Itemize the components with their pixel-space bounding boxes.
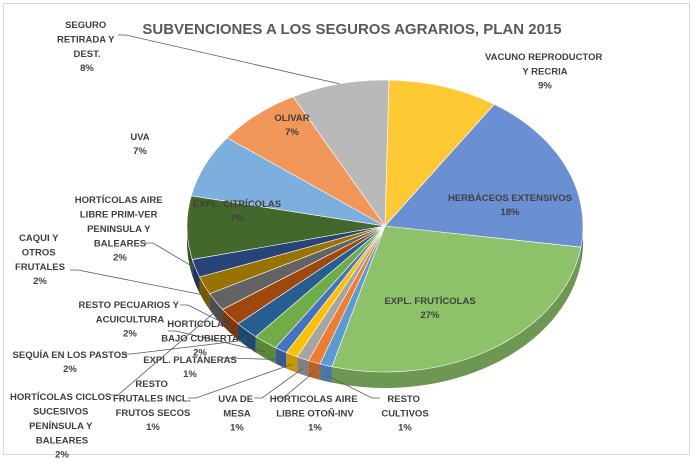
slice-label: EXPL. PLATANERAS <box>143 355 237 366</box>
value-label: 8% <box>80 63 94 74</box>
slice <box>292 79 390 227</box>
leader-line <box>70 269 205 296</box>
slice-side <box>222 309 238 340</box>
value-label: 1% <box>183 369 197 380</box>
value-label: 18% <box>500 207 520 218</box>
slice-label: HORTÍCOLAS CICLOS SUCESIVOS PENÍNSULA Y … <box>10 392 114 447</box>
leader-line <box>118 34 340 85</box>
leader-line <box>188 363 292 399</box>
value-label: 1% <box>398 423 412 434</box>
value-label: 7% <box>230 213 244 224</box>
slice-side <box>286 352 298 373</box>
slice-side <box>297 356 309 377</box>
value-label: 1% <box>146 422 160 433</box>
leader-line <box>123 339 247 355</box>
slice-label: RESTO FRUTALES INCL. FRUTOS SECOS <box>113 379 193 419</box>
slice-side <box>237 323 256 353</box>
value-label: 1% <box>230 423 244 434</box>
leader-line <box>254 368 303 399</box>
slice-label: HORTICOLAS BAJO CUBIERTA <box>161 319 239 345</box>
value-label: 1% <box>308 423 322 434</box>
slice-side <box>580 226 583 264</box>
value-label: 9% <box>538 81 552 92</box>
slice-side <box>320 363 332 383</box>
slice-side <box>209 293 223 326</box>
slice-side <box>199 277 210 310</box>
leader-line <box>275 371 315 399</box>
leader-line <box>180 304 231 327</box>
leader-line <box>145 242 196 269</box>
leader-line <box>222 357 281 361</box>
slice <box>384 79 495 227</box>
slice-side <box>308 360 321 380</box>
slice-label: SEGURO RETIRADA Y DEST. <box>57 20 117 60</box>
leader-line <box>325 374 380 399</box>
value-label: 7% <box>285 127 299 138</box>
chart-title: SUBVENCIONES A LOS SEGUROS AGRARIOS, PLA… <box>142 21 561 38</box>
value-label: 2% <box>193 348 207 359</box>
leader-line <box>168 330 266 353</box>
slice <box>384 103 584 248</box>
value-label: 2% <box>113 253 127 264</box>
value-label: 2% <box>123 329 137 340</box>
slice-label: HORTICOLAS AIRE LIBRE OTOÑ-INV <box>270 394 360 420</box>
slice-side <box>275 347 287 369</box>
slice-label: RESTO PECUARIOS Y ACUICULTURA <box>79 300 182 326</box>
slice-label: VACUNO REPRODUCTOR Y RECRIA <box>485 52 605 78</box>
slice-label: OLIVAR <box>274 113 309 124</box>
slice-label: EXPL. CITRÍCOLAS <box>193 199 281 210</box>
value-label: 7% <box>133 146 147 157</box>
slice-side <box>331 247 581 388</box>
slice-label: RESTO CULTIVOS <box>381 394 428 420</box>
leader-line <box>110 311 216 396</box>
value-label: 2% <box>33 276 47 287</box>
slice <box>331 225 582 373</box>
slice-label: HORTÍCOLAS AIRE LIBRE PRIM-VER PENINSULA… <box>75 195 165 250</box>
slice-label: EXPL. FRUTÍCOLAS <box>384 296 475 307</box>
value-label: 27% <box>420 310 440 321</box>
slice-label: UVA DE MESA <box>218 394 255 420</box>
slice-label: UVA <box>130 132 149 143</box>
value-label: 2% <box>55 450 69 458</box>
slice-label: HERBÁCEOS EXTENSIVOS <box>448 193 572 204</box>
slice-side <box>255 336 276 364</box>
slice-label: SEQUÍA EN LOS PASTOS <box>13 350 128 361</box>
slice-label: CAQUI Y OTROS FRUTALES <box>15 233 65 273</box>
value-label: 2% <box>63 364 77 375</box>
